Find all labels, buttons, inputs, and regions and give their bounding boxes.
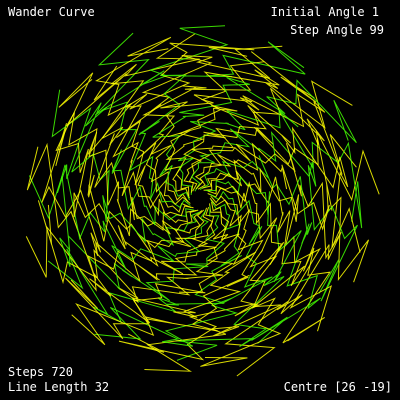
curve-segment <box>190 128 358 302</box>
curve-segment <box>199 155 322 344</box>
curve-segment <box>94 190 273 347</box>
curve-segment <box>94 33 200 231</box>
curve-segment <box>200 170 306 367</box>
curve-segment <box>65 197 257 340</box>
curve-segment <box>136 51 317 206</box>
steps-label: Steps 720 <box>8 365 74 379</box>
curve-segment <box>37 200 229 304</box>
curve-segment <box>183 105 361 253</box>
curve-segment <box>175 176 302 361</box>
curve-segment <box>66 65 203 253</box>
curve-segment <box>144 181 285 372</box>
curve-segment <box>51 89 209 270</box>
curve-segment <box>28 175 226 302</box>
title-label: Wander Curve <box>8 5 95 19</box>
curve-segment <box>197 142 331 344</box>
curve-segment <box>152 77 357 201</box>
initial-angle-label: Initial Angle 1 <box>270 5 379 19</box>
curve-segment <box>71 195 264 346</box>
curve-segment <box>47 199 243 324</box>
curve-segment <box>201 159 322 377</box>
curve-segment <box>150 69 353 203</box>
curve-segment <box>101 25 229 226</box>
curve-segment <box>188 126 370 283</box>
curve-segment <box>26 142 217 281</box>
centre-label: Centre [26 -19] <box>283 380 392 394</box>
curve-segment <box>177 109 363 229</box>
curve-segment <box>164 93 357 199</box>
curve-segment <box>165 87 380 202</box>
curve-segment <box>41 123 214 283</box>
curve-segment <box>55 72 205 267</box>
wander-curve-lines <box>25 25 380 377</box>
step-angle-label: Step Angle 99 <box>290 23 384 37</box>
curve-segment <box>116 45 283 213</box>
curve-segment <box>194 143 342 332</box>
curve-segment <box>128 41 306 209</box>
curve-segment <box>118 187 278 361</box>
curve-segment <box>87 36 199 237</box>
line-length-label: Line Length 32 <box>8 380 110 394</box>
